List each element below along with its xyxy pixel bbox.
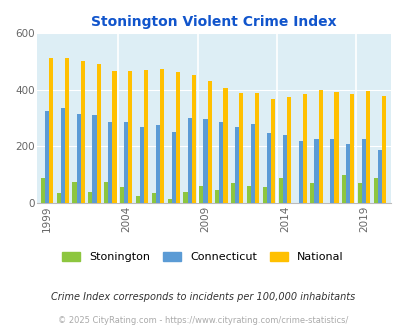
Bar: [92, 115, 96, 203]
Bar: [112, 71, 116, 203]
Bar: [144, 70, 148, 203]
Bar: [329, 139, 334, 203]
Bar: [128, 71, 132, 203]
Bar: [207, 81, 211, 203]
Bar: [309, 182, 313, 203]
Bar: [49, 58, 53, 203]
Bar: [199, 186, 203, 203]
Bar: [334, 92, 338, 203]
Bar: [219, 122, 223, 203]
Bar: [357, 183, 361, 203]
Bar: [167, 199, 171, 203]
Bar: [302, 94, 306, 203]
Bar: [56, 193, 61, 203]
Bar: [96, 64, 100, 203]
Bar: [140, 127, 144, 203]
Bar: [365, 91, 369, 203]
Bar: [234, 127, 239, 203]
Text: Crime Index corresponds to incidents per 100,000 inhabitants: Crime Index corresponds to incidents per…: [51, 292, 354, 302]
Bar: [40, 178, 45, 203]
Bar: [187, 118, 191, 203]
Bar: [175, 72, 179, 203]
Bar: [313, 139, 318, 203]
Bar: [373, 178, 377, 203]
Bar: [104, 182, 108, 203]
Bar: [270, 99, 275, 203]
Bar: [160, 69, 164, 203]
Bar: [81, 61, 85, 203]
Bar: [262, 187, 266, 203]
Bar: [120, 187, 124, 203]
Bar: [191, 75, 195, 203]
Bar: [341, 175, 345, 203]
Bar: [171, 132, 175, 203]
Bar: [377, 150, 381, 203]
Bar: [266, 133, 270, 203]
Bar: [282, 135, 286, 203]
Bar: [151, 193, 156, 203]
Bar: [230, 183, 234, 203]
Bar: [183, 192, 187, 203]
Bar: [239, 93, 243, 203]
Bar: [278, 178, 282, 203]
Bar: [298, 141, 302, 203]
Bar: [65, 58, 69, 203]
Text: © 2025 CityRating.com - https://www.cityrating.com/crime-statistics/: © 2025 CityRating.com - https://www.city…: [58, 316, 347, 325]
Bar: [286, 97, 290, 203]
Title: Stonington Violent Crime Index: Stonington Violent Crime Index: [91, 15, 336, 29]
Bar: [318, 90, 322, 203]
Bar: [77, 114, 81, 203]
Bar: [156, 125, 160, 203]
Bar: [246, 186, 250, 203]
Legend: Stonington, Connecticut, National: Stonington, Connecticut, National: [58, 248, 347, 267]
Bar: [72, 182, 77, 203]
Bar: [350, 94, 354, 203]
Bar: [203, 119, 207, 203]
Bar: [124, 122, 128, 203]
Bar: [250, 124, 254, 203]
Bar: [254, 92, 259, 203]
Bar: [108, 122, 112, 203]
Bar: [61, 108, 65, 203]
Bar: [136, 196, 140, 203]
Bar: [88, 192, 92, 203]
Bar: [361, 139, 365, 203]
Bar: [381, 96, 385, 203]
Bar: [345, 144, 350, 203]
Bar: [45, 111, 49, 203]
Bar: [223, 88, 227, 203]
Bar: [215, 190, 219, 203]
